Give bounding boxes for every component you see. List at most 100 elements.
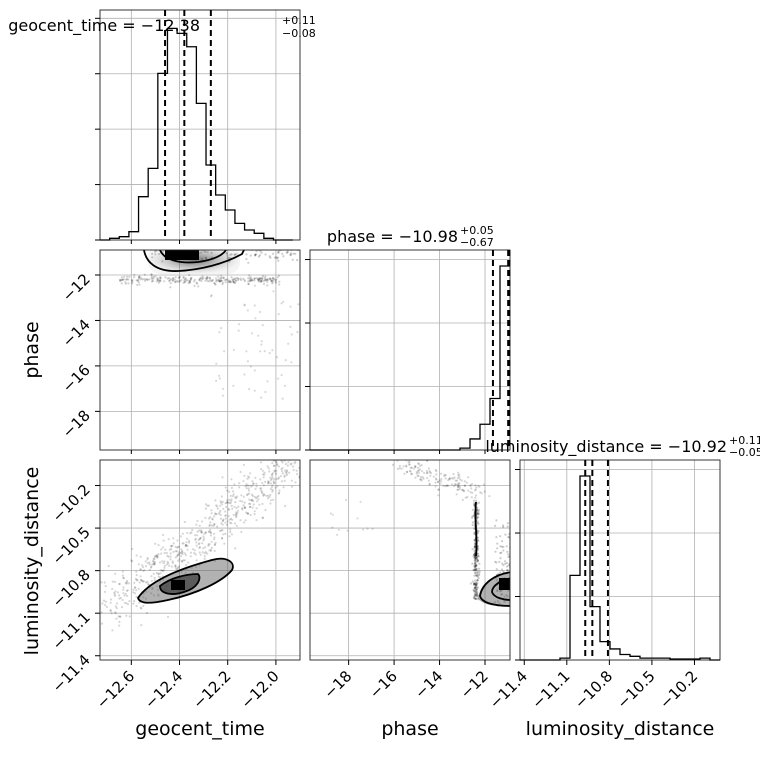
sample-point: [211, 279, 214, 282]
sample-point: [181, 542, 184, 545]
sample-point: [186, 279, 189, 282]
sample-point: [259, 478, 262, 481]
sample-point: [495, 568, 498, 571]
sample-point: [277, 250, 280, 253]
sample-point: [474, 556, 477, 559]
sample-point: [207, 504, 210, 507]
sample-point: [247, 487, 250, 490]
sample-point: [403, 457, 405, 459]
sample-point: [263, 471, 266, 474]
sample-point: [414, 466, 417, 469]
sample-point: [174, 566, 177, 569]
sample-point: [231, 518, 234, 521]
sample-point: [261, 516, 264, 520]
sample-point: [192, 548, 195, 551]
sample-point: [473, 569, 476, 572]
sample-point: [419, 464, 422, 467]
sample-point: [271, 461, 274, 465]
sample-point: [228, 281, 231, 284]
sample-point: [448, 478, 451, 481]
sample-point: [269, 278, 272, 281]
sample-point: [285, 447, 287, 449]
sample-point: [279, 247, 281, 249]
sample-point: [163, 551, 166, 555]
sample-point: [287, 461, 290, 464]
sample-point: [475, 563, 478, 567]
ytick-label-luminosity_distance-1: −11.1: [49, 608, 94, 653]
sample-point: [199, 553, 202, 556]
sample-point: [196, 530, 199, 533]
sample-point: [209, 528, 212, 531]
sample-point: [156, 556, 159, 559]
frame-phase-hist: [309, 249, 511, 451]
sample-point: [168, 564, 171, 567]
sample-point: [269, 476, 272, 479]
sample-point: [283, 479, 286, 482]
sample-point: [120, 278, 123, 281]
sample-point: [471, 580, 474, 583]
sample-point: [198, 537, 201, 541]
sample-point: [132, 591, 135, 594]
sample-point: [296, 259, 299, 262]
sample-point: [458, 473, 461, 476]
hist-geocent-time: [100, 27, 293, 241]
sample-point: [138, 581, 141, 584]
sample-point: [214, 513, 217, 516]
sample-point: [125, 579, 129, 583]
sample-point: [478, 574, 481, 577]
sample-point: [208, 277, 211, 280]
sample-point: [282, 255, 285, 258]
sample-point: [474, 555, 477, 558]
sample-point: [146, 562, 149, 565]
sample-point: [198, 529, 201, 532]
sample-point: [270, 474, 273, 477]
title-phase: phase = −10.98: [327, 227, 458, 246]
sample-point: [475, 584, 478, 587]
sample-point: [495, 561, 498, 564]
sample-point: [233, 281, 236, 284]
sample-point: [408, 463, 411, 466]
sample-point: [257, 278, 260, 281]
sample-point: [125, 581, 128, 584]
sample-point: [275, 460, 278, 463]
sample-point: [221, 476, 224, 479]
sample-point: [224, 517, 228, 520]
sample-point: [461, 489, 464, 492]
sample-point: [166, 554, 169, 557]
sample-point: [167, 538, 170, 541]
sample-point: [473, 553, 476, 556]
sample-point: [500, 568, 504, 571]
sample-point: [237, 277, 240, 281]
sample-point: [234, 547, 237, 550]
sample-point: [159, 569, 162, 572]
sample-point: [166, 248, 168, 250]
sample-point: [226, 499, 229, 502]
sample-point: [277, 452, 279, 454]
sample-point: [247, 512, 250, 515]
sample-point: [268, 352, 271, 355]
sample-point: [231, 278, 234, 281]
sample-point: [176, 555, 179, 558]
sample-point: [274, 280, 277, 283]
sample-point: [183, 279, 186, 282]
sample-point: [465, 481, 468, 484]
sample-point: [232, 493, 235, 496]
sample-point: [288, 471, 291, 474]
sample-point: [206, 276, 209, 279]
sample-point: [252, 482, 255, 485]
sample-point: [104, 604, 107, 607]
sample-point: [475, 568, 478, 571]
xtick-label-phase-1: −16: [366, 667, 401, 702]
sample-point: [203, 555, 206, 558]
sample-point: [248, 280, 251, 283]
sample-point: [140, 579, 143, 582]
sample-point: [477, 510, 480, 513]
sample-point: [143, 278, 146, 281]
scatter-luminosity-distance-vs-phase: [329, 457, 510, 607]
sample-point: [275, 477, 278, 481]
sample-point: [476, 579, 479, 582]
sample-point: [263, 277, 266, 280]
sample-point: [507, 535, 510, 539]
sample-point: [256, 496, 259, 499]
sample-point: [150, 575, 153, 578]
